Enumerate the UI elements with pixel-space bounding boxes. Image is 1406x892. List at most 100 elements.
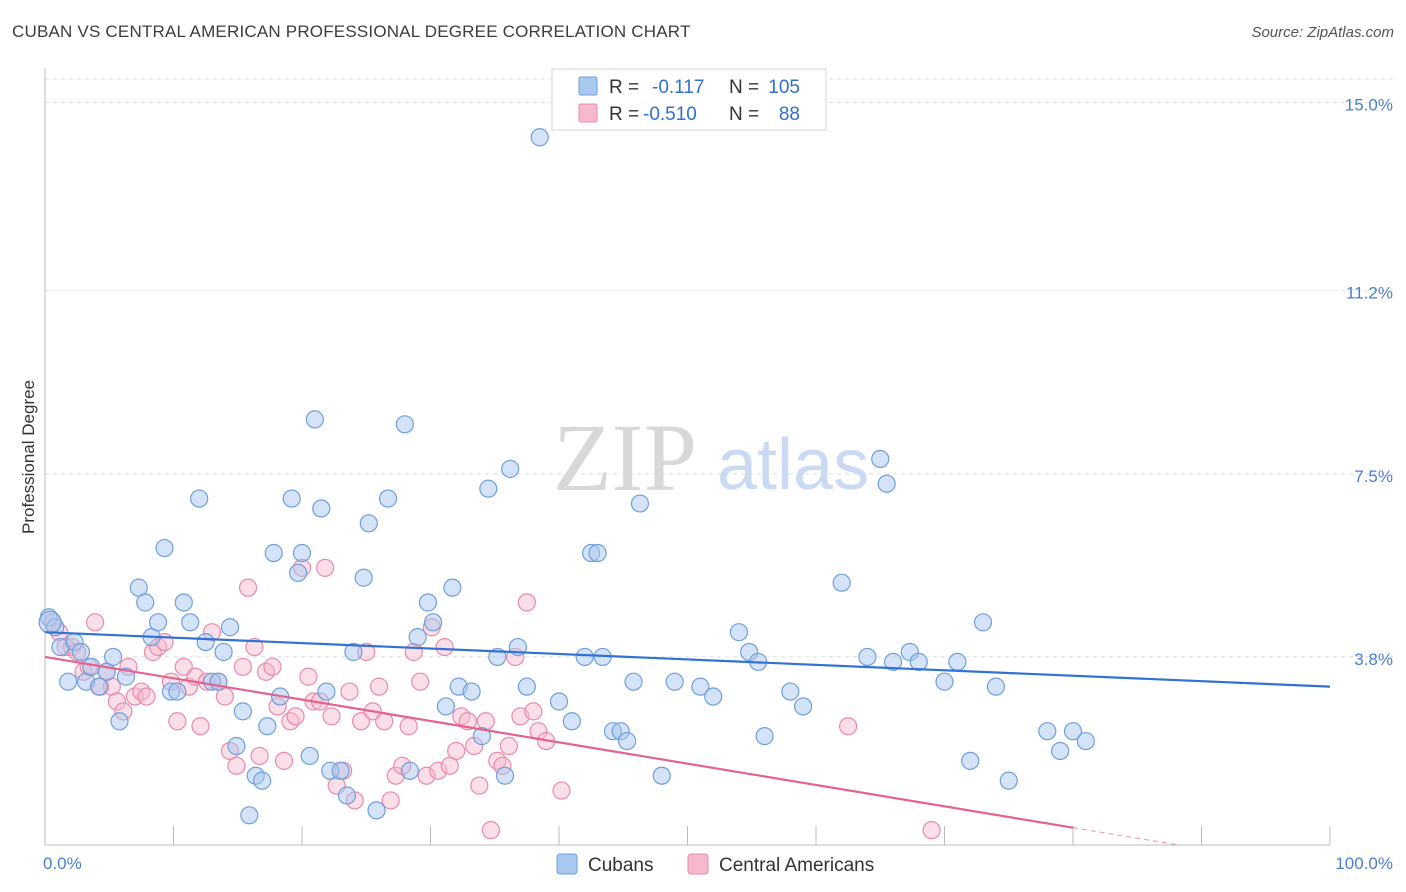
cubans-point	[495, 766, 515, 785]
y-axis-label: Professional Degree	[19, 380, 38, 534]
cubans-point	[624, 672, 643, 691]
cubans-point	[883, 652, 903, 671]
cubans-point	[1038, 722, 1057, 741]
x-tick-label-max: 100.0%	[1335, 854, 1393, 873]
cubans-point	[1063, 722, 1083, 741]
cubans-point	[289, 563, 308, 582]
cubans-point	[227, 736, 246, 756]
cubans-point	[877, 474, 896, 493]
cubans-point	[148, 613, 168, 632]
cubans-point	[1076, 731, 1095, 751]
x-tick-label-min: 0.0%	[43, 854, 82, 873]
cubans-point	[253, 771, 272, 790]
central-americans-point	[191, 717, 210, 736]
cubans-point	[999, 771, 1018, 790]
cubans-point	[472, 727, 491, 746]
bottom-legend-label-cubans: Cubans	[588, 855, 654, 876]
central-americans-trend-extension	[1072, 827, 1179, 846]
central-americans-point	[132, 682, 151, 701]
cubans-point	[588, 543, 607, 563]
central-americans-point	[137, 687, 156, 706]
legend-r-label-central: R =	[609, 104, 639, 125]
central-americans-point	[499, 736, 518, 756]
legend-n-label-central: N =	[729, 104, 759, 125]
cubans-point	[1051, 741, 1070, 761]
cubans-point	[168, 682, 187, 701]
cubans-point	[367, 801, 386, 820]
cubans-point	[479, 479, 498, 498]
y-axis-tick-labels: 3.8% 7.5% 11.2% 15.0%	[1345, 96, 1393, 669]
central-americans-point	[399, 717, 418, 736]
cubans-point	[665, 672, 684, 691]
series-legend: Cubans Central Americans	[556, 853, 874, 876]
cubans-point	[240, 806, 259, 825]
central-americans-point	[429, 761, 448, 780]
central-americans-point	[299, 667, 318, 686]
legend-r-value-central: -0.510	[643, 104, 697, 125]
cubans-point	[89, 677, 109, 696]
central-americans-point	[922, 821, 941, 840]
y-tick-label: 7.5%	[1354, 467, 1393, 486]
central-americans-point	[435, 637, 454, 657]
cubans-point	[935, 672, 954, 691]
chart-title: CUBAN VS CENTRAL AMERICAN PROFESSIONAL D…	[12, 22, 691, 41]
central-americans-point	[107, 692, 127, 711]
cubans-point	[116, 667, 136, 686]
legend-n-value-central: 88	[779, 104, 800, 125]
y-tick-label: 15.0%	[1345, 96, 1393, 115]
cubans-point	[781, 682, 800, 701]
chart-source: Source: ZipAtlas.com	[1251, 24, 1394, 41]
cubans-point	[794, 697, 813, 716]
y-tick-label: 3.8%	[1354, 650, 1393, 669]
central-americans-point	[227, 756, 246, 775]
central-americans-point	[404, 642, 423, 662]
bottom-legend-swatch-cubans	[556, 853, 578, 875]
cubans-point	[986, 677, 1006, 696]
cubans-point	[948, 652, 967, 671]
cubans-point	[973, 613, 993, 632]
cubans-point	[549, 692, 569, 711]
cubans-point	[258, 717, 277, 736]
cubans-point	[408, 628, 427, 647]
cubans-point	[300, 746, 319, 766]
central-americans-point	[274, 751, 294, 770]
cubans-point	[233, 702, 252, 721]
bottom-legend-label-central: Central Americans	[719, 855, 874, 876]
cubans-point	[618, 731, 637, 751]
cubans-point	[630, 494, 650, 513]
cubans-point	[155, 538, 174, 558]
central-americans-point	[447, 741, 466, 761]
central-americans-point	[517, 593, 536, 612]
cubans-point	[312, 499, 331, 518]
central-americans-point	[322, 707, 341, 726]
cubans-point	[59, 672, 78, 691]
cubans-point	[400, 761, 420, 780]
cubans-point	[871, 449, 890, 469]
central-americans-point	[411, 672, 430, 691]
cubans-point	[488, 647, 507, 667]
cubans-point	[691, 677, 710, 696]
cubans-point	[174, 593, 193, 612]
cubans-point	[858, 647, 877, 667]
cubans-point	[704, 687, 723, 706]
cubans-point-large	[38, 610, 62, 634]
cubans-point	[190, 489, 209, 508]
cubans-point	[264, 543, 283, 563]
central-americans-point	[488, 751, 507, 770]
cubans-point	[436, 697, 456, 716]
cubans-point	[462, 682, 481, 701]
cubans-trend-line	[44, 631, 1331, 688]
cubans-point	[82, 657, 101, 676]
cubans-point	[652, 766, 671, 785]
cubans-point	[909, 652, 928, 671]
cubans-point	[755, 727, 774, 746]
central-americans-point	[263, 657, 282, 676]
cubans-point	[418, 593, 438, 612]
central-americans-point	[470, 776, 489, 795]
central-americans-trend-line	[44, 655, 1074, 829]
cubans-point	[110, 712, 129, 731]
central-americans-point	[417, 766, 436, 785]
central-americans-point	[340, 682, 359, 701]
x-axis-ticks	[44, 826, 1331, 845]
cubans-point	[423, 613, 443, 632]
